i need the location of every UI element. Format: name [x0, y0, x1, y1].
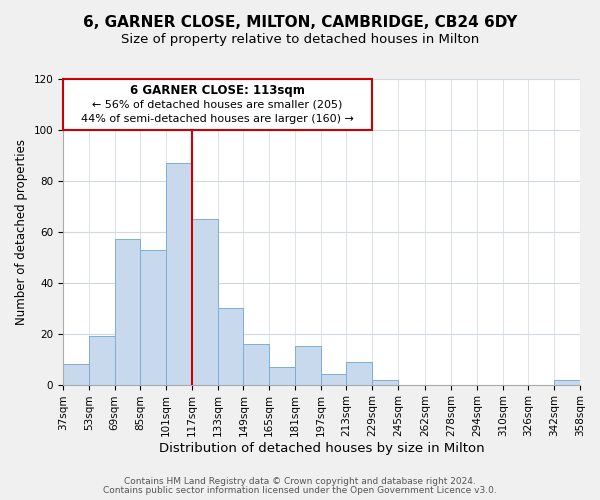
Text: 44% of semi-detached houses are larger (160) →: 44% of semi-detached houses are larger (…	[81, 114, 354, 124]
Bar	[63, 364, 89, 384]
Bar	[269, 367, 295, 384]
Bar	[244, 344, 269, 385]
Bar	[372, 380, 398, 384]
Bar	[166, 163, 192, 384]
Bar	[140, 250, 166, 384]
Bar	[346, 362, 372, 384]
Text: Contains public sector information licensed under the Open Government Licence v3: Contains public sector information licen…	[103, 486, 497, 495]
Bar	[321, 374, 346, 384]
FancyBboxPatch shape	[63, 79, 372, 130]
Bar	[218, 308, 244, 384]
Y-axis label: Number of detached properties: Number of detached properties	[15, 139, 28, 325]
X-axis label: Distribution of detached houses by size in Milton: Distribution of detached houses by size …	[159, 442, 484, 455]
Text: Contains HM Land Registry data © Crown copyright and database right 2024.: Contains HM Land Registry data © Crown c…	[124, 477, 476, 486]
Bar	[89, 336, 115, 384]
Bar	[115, 240, 140, 384]
Text: Size of property relative to detached houses in Milton: Size of property relative to detached ho…	[121, 32, 479, 46]
Text: 6, GARNER CLOSE, MILTON, CAMBRIDGE, CB24 6DY: 6, GARNER CLOSE, MILTON, CAMBRIDGE, CB24…	[83, 15, 517, 30]
Bar	[295, 346, 321, 385]
Text: ← 56% of detached houses are smaller (205): ← 56% of detached houses are smaller (20…	[92, 100, 343, 110]
Text: 6 GARNER CLOSE: 113sqm: 6 GARNER CLOSE: 113sqm	[130, 84, 305, 96]
Bar	[554, 380, 580, 384]
Bar	[192, 219, 218, 384]
